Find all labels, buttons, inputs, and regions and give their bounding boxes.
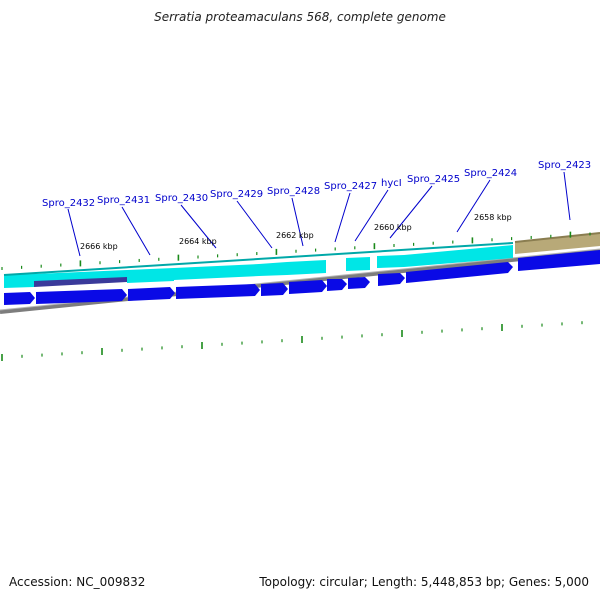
- gene-band-segment: [287, 260, 326, 275]
- rna-band-segment: [515, 233, 600, 254]
- label-leader-line: [67, 208, 81, 257]
- gene-band-segment: [127, 268, 174, 283]
- cds-arrow: [176, 284, 260, 299]
- kbp-label: 2666 kbp: [80, 242, 118, 251]
- gene-label: hycI: [381, 178, 402, 189]
- gene-label: Spro_2431: [97, 195, 150, 206]
- gene-band-segment: [34, 277, 127, 287]
- cds-arrow: [406, 262, 513, 283]
- label-leader-line: [334, 192, 351, 243]
- kbp-label: 2660 kbp: [374, 223, 412, 232]
- cds-arrow: [128, 287, 175, 301]
- label-leader-lines: [67, 171, 571, 257]
- gene-label: Spro_2432: [42, 198, 95, 209]
- gene-label: Spro_2424: [464, 168, 517, 179]
- gene-band-segment: [174, 264, 259, 280]
- gene-band-segment: [404, 245, 513, 267]
- gene-band-segment: [4, 274, 34, 288]
- kbp-label: 2658 kbp: [474, 213, 512, 222]
- cds-arrow: [36, 289, 127, 304]
- gene-label: Spro_2430: [155, 193, 208, 204]
- cds-arrow: [4, 292, 35, 305]
- gene-band-segment: [377, 255, 404, 268]
- band-edge: [514, 232, 600, 243]
- cds-arrow: [378, 273, 405, 286]
- gene-label: Spro_2423: [538, 160, 591, 171]
- label-leader-line: [236, 200, 273, 249]
- kbp-label: 2664 kbp: [179, 237, 217, 246]
- cds-arrow: [518, 250, 600, 271]
- cds-arrow: [327, 279, 347, 291]
- gene-band-segment: [259, 262, 287, 276]
- cds-arrow: [348, 277, 370, 289]
- accession-label: Accession: NC_009832: [9, 575, 146, 589]
- gene-label: Spro_2425: [407, 174, 460, 185]
- gene-band-segment: [346, 257, 370, 271]
- genome-title: Serratia proteamaculans 568, complete ge…: [154, 10, 446, 24]
- label-leader-line: [291, 197, 304, 247]
- cds-arrow: [289, 280, 327, 294]
- label-leader-line: [456, 179, 491, 233]
- kbp-label: 2662 kbp: [276, 231, 314, 240]
- label-leader-line: [354, 189, 389, 242]
- label-leader-line: [563, 171, 571, 221]
- cds-arrow: [261, 283, 288, 296]
- gene-label: Spro_2429: [210, 189, 263, 200]
- gene-label: Spro_2428: [267, 186, 320, 197]
- band-edge: [3, 242, 514, 276]
- tick-marks: [1, 231, 591, 361]
- label-leader-line: [180, 204, 217, 249]
- gene-label: Spro_2427: [324, 181, 377, 192]
- label-leader-line: [389, 185, 433, 239]
- genome-summary: Topology: circular; Length: 5,448,853 bp…: [259, 575, 589, 589]
- label-leader-line: [121, 206, 151, 256]
